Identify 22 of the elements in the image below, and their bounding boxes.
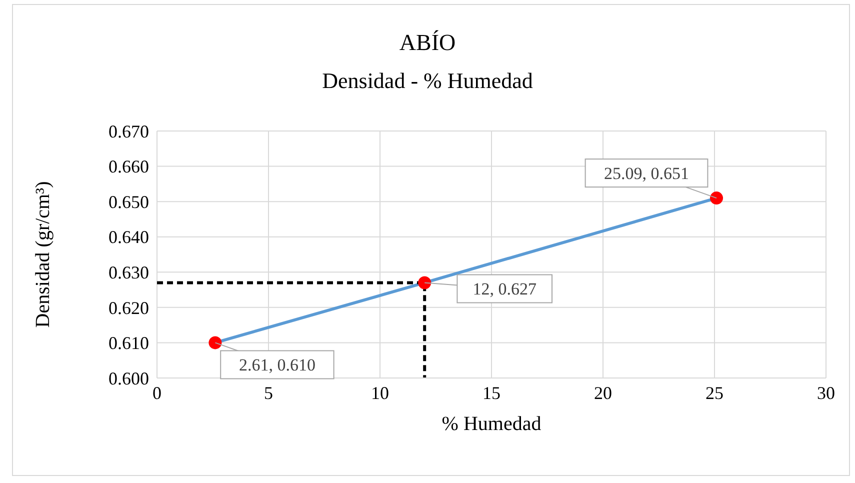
x-tick-label: 25 [706, 382, 724, 403]
y-tick-label: 0.650 [108, 192, 149, 212]
y-tick-label: 0.600 [108, 368, 149, 388]
y-tick-label: 0.640 [108, 227, 149, 248]
y-tick-label: 0.620 [108, 298, 149, 318]
x-tick-label: 30 [817, 382, 835, 403]
x-axis-title: % Humedad [442, 413, 542, 435]
chart-title: ABÍO [398, 30, 457, 56]
annotation: 25.09, 0.651 [604, 164, 690, 184]
y-tick-label: 0.630 [108, 262, 149, 283]
annotation: 2.61, 0.610 [238, 356, 316, 375]
y-axis-title: Densidad (gr/cm³) [32, 181, 54, 328]
chart-subtitle: Densidad - % Humedad [321, 68, 534, 94]
x-tick-label: 15 [482, 382, 500, 403]
x-tick-label: 0 [152, 382, 162, 403]
x-tick-label: 20 [594, 382, 612, 403]
x-tick-label: 5 [264, 382, 273, 403]
y-tick-label: 0.610 [108, 333, 149, 354]
y-tick-label: 0.670 [108, 121, 149, 142]
annotation: 12, 0.627 [472, 280, 537, 299]
y-tick-label: 0.660 [108, 156, 149, 177]
x-tick-label: 10 [371, 382, 389, 403]
